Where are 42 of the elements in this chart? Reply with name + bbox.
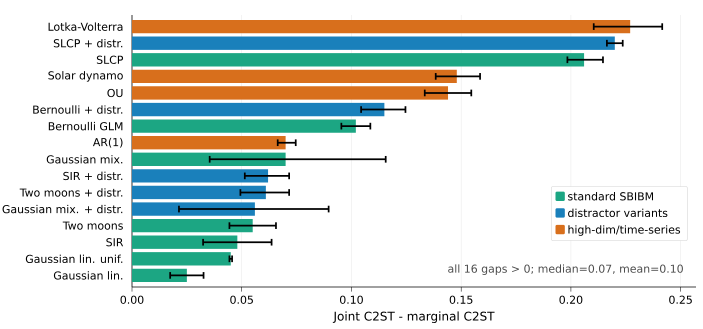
bar	[132, 70, 457, 84]
bar	[132, 53, 584, 66]
x-tick-label: 0.10	[340, 296, 363, 304]
bar	[132, 119, 356, 133]
y-tick-label: SLCP	[96, 56, 124, 64]
bar	[132, 186, 266, 200]
y-tick-label: Bernoulli + distr.	[33, 105, 122, 114]
annotation: all 16 gaps > 0; median=0.07, mean=0.10	[448, 264, 683, 275]
bar	[132, 20, 630, 34]
bar	[132, 268, 187, 282]
y-tick-label: Gaussian mix.	[46, 155, 122, 164]
y-tick-label: Lotka-Volterra	[48, 22, 122, 31]
bar	[132, 152, 286, 166]
bar	[132, 86, 448, 100]
y-tick-label: Solar dynamo	[48, 71, 123, 82]
y-tick-label: AR(1)	[92, 138, 122, 148]
y-tick-label: Gaussian mix. + distr.	[2, 204, 122, 214]
bar	[132, 136, 286, 150]
bar	[132, 236, 238, 249]
y-tick-label: Two moons + distr.	[20, 188, 122, 197]
y-tick-label: Gaussian lin. unif.	[26, 254, 122, 264]
x-tick-label: 0.15	[450, 296, 472, 304]
y-tick-label: SLCP + distr.	[54, 38, 122, 48]
x-tick-label: 0.05	[230, 296, 253, 304]
x-tick-label: 0.00	[120, 296, 144, 304]
x-axis-title: Joint C2ST - marginal C2ST	[332, 311, 495, 324]
x-tick-label: 0.25	[669, 296, 692, 304]
y-tick-label: SIR + distr.	[63, 172, 122, 180]
y-tick-label: Two moons	[62, 222, 123, 230]
y-tick-label: SIR	[106, 238, 124, 246]
bar	[132, 218, 253, 232]
bar	[132, 252, 231, 266]
bar	[132, 102, 384, 116]
legend-label: standard SBIBM	[568, 192, 654, 200]
y-tick-label: Bernoulli GLM	[48, 122, 122, 130]
y-tick-label: OU	[107, 88, 122, 98]
bar	[132, 169, 268, 183]
y-tick-label: Gaussian lin.	[54, 271, 122, 280]
legend-label: high-dim/time-series	[568, 225, 680, 236]
bar	[132, 36, 615, 50]
x-tick-label: 0.20	[559, 296, 582, 304]
legend-label: distractor variants	[568, 208, 668, 218]
